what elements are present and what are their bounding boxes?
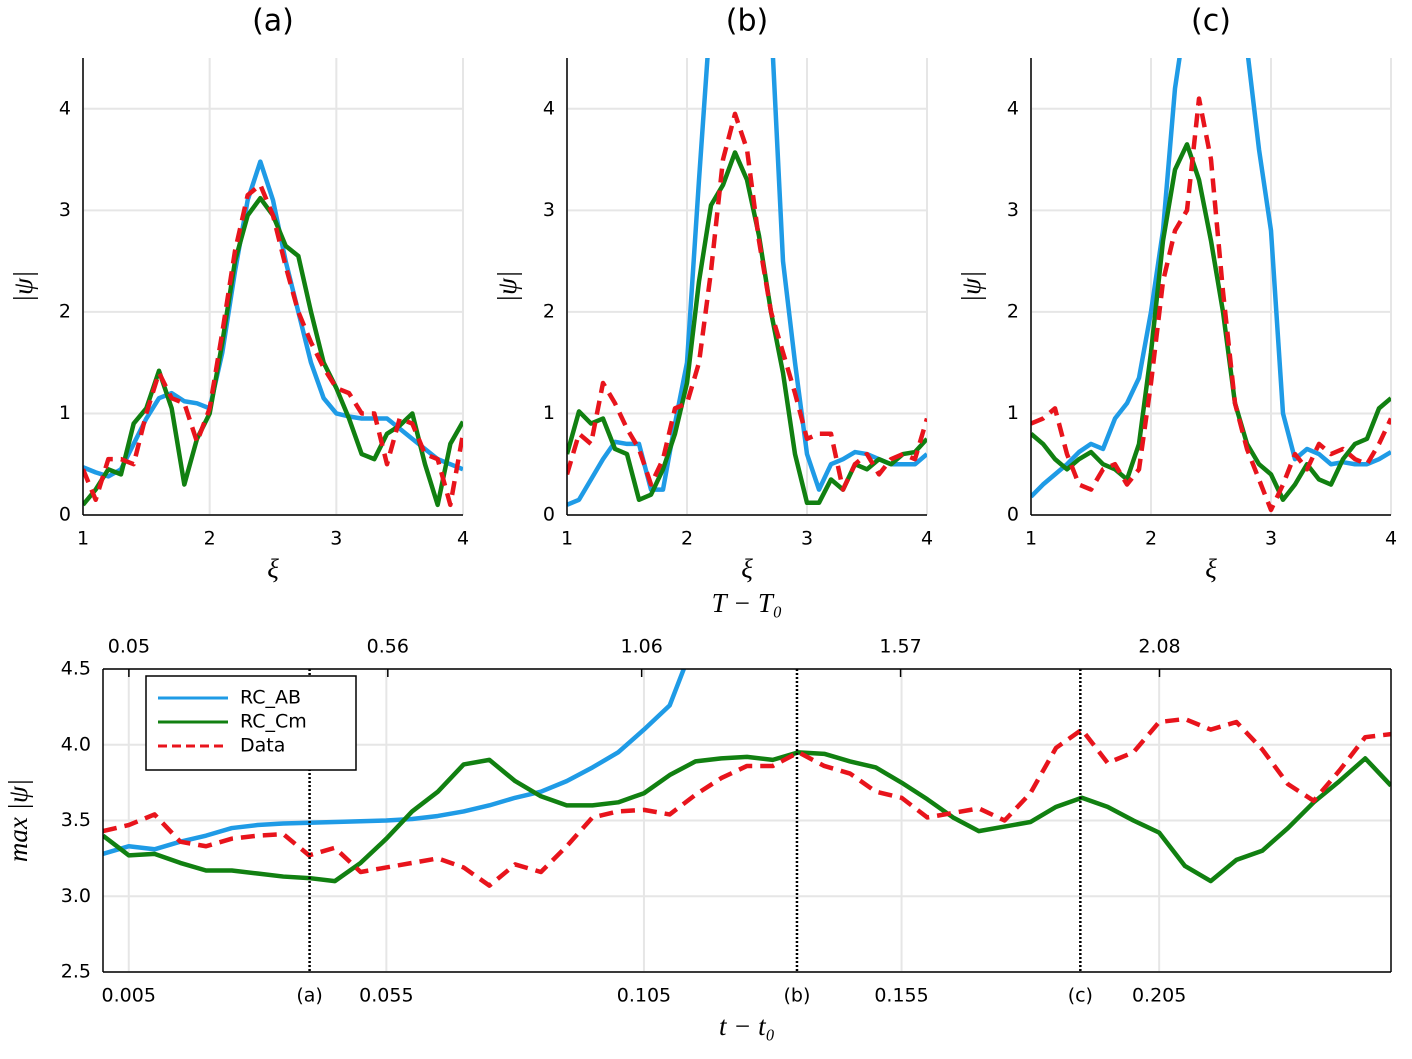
panel-title: (c) xyxy=(1191,4,1231,39)
y-tick-label: 0 xyxy=(1007,504,1019,526)
y-tick-label: 3 xyxy=(59,199,71,221)
y-tick-label: 2 xyxy=(543,300,555,322)
x-tick-label: 4 xyxy=(1385,528,1397,550)
y-tick-label: 4 xyxy=(59,97,71,119)
series-line xyxy=(567,111,927,492)
x-axis-label: ξ xyxy=(1205,554,1217,584)
y-tick-label: 3 xyxy=(1007,199,1019,221)
series-line xyxy=(1031,96,1391,513)
series-line xyxy=(83,195,463,508)
x-tick-label: 4 xyxy=(457,528,469,550)
x-tick-label: 2 xyxy=(681,528,693,550)
y-axis-label: max |ψ| xyxy=(3,779,33,862)
x-tick-label: 0.105 xyxy=(617,985,671,1007)
y-tick-label: 1 xyxy=(1007,402,1019,424)
panel-title: (b) xyxy=(726,4,768,39)
x2-tick-label: 0.05 xyxy=(108,636,150,658)
x-tick-label: 4 xyxy=(921,528,933,550)
y-axis-label: |ψ| xyxy=(8,271,38,303)
y-tick-label: 2 xyxy=(59,300,71,322)
y-tick-label: 3.0 xyxy=(61,885,91,907)
y-tick-label: 4 xyxy=(1007,97,1019,119)
x-tick-label: 3 xyxy=(1265,528,1277,550)
marker-label: (c) xyxy=(1068,985,1093,1007)
series-line xyxy=(103,669,687,856)
x-tick-label: 3 xyxy=(330,528,342,550)
y-tick-label: 4.0 xyxy=(61,733,91,755)
series-line xyxy=(83,182,463,508)
y-axis-label: |ψ| xyxy=(492,271,522,303)
x-tick-label: 0.055 xyxy=(359,985,413,1007)
y-tick-label: 2.5 xyxy=(61,961,91,983)
x-tick-label: 2 xyxy=(204,528,216,550)
x-tick-label: 0.205 xyxy=(1132,985,1186,1007)
y-axis-label: |ψ| xyxy=(956,271,986,303)
x-tick-label: 3 xyxy=(801,528,813,550)
series-line xyxy=(1031,58,1391,499)
series-line xyxy=(103,750,1391,884)
x2-tick-label: 0.56 xyxy=(367,636,409,658)
x-axis-label: ξ xyxy=(267,554,279,584)
x2-tick-label: 1.57 xyxy=(879,636,921,658)
series-line xyxy=(83,159,463,479)
series-line xyxy=(567,150,927,506)
y-tick-label: 4.5 xyxy=(61,658,91,680)
marker-label: (b) xyxy=(784,985,811,1007)
x2-tick-label: 1.06 xyxy=(620,636,662,658)
x-tick-label: 1 xyxy=(561,528,573,550)
y-tick-label: 4 xyxy=(543,97,555,119)
legend-label: Data xyxy=(240,735,285,757)
series-line xyxy=(103,716,1391,888)
x-tick-label: 0.155 xyxy=(874,985,928,1007)
y-tick-label: 1 xyxy=(59,402,71,424)
y-tick-label: 3 xyxy=(543,199,555,221)
x-tick-label: 2 xyxy=(1145,528,1157,550)
x-tick-label: 1 xyxy=(1025,528,1037,550)
x-tick-label: 1 xyxy=(77,528,89,550)
panel-title: (a) xyxy=(252,4,294,39)
marker-label: (a) xyxy=(296,985,322,1007)
x-axis-label: t − t₀ xyxy=(719,1011,775,1041)
x-axis-label: ξ xyxy=(741,554,753,584)
series-line xyxy=(1031,142,1391,503)
y-tick-label: 3.5 xyxy=(61,809,91,831)
legend-label: RC_Cm xyxy=(240,711,307,733)
series-line xyxy=(567,58,927,507)
y-tick-label: 0 xyxy=(543,504,555,526)
legend-label: RC_AB xyxy=(240,687,301,709)
y-tick-label: 2 xyxy=(1007,300,1019,322)
y-tick-label: 1 xyxy=(543,402,555,424)
x2-axis-label: T − T₀ xyxy=(712,588,783,618)
x2-tick-label: 2.08 xyxy=(1138,636,1180,658)
y-tick-label: 0 xyxy=(59,504,71,526)
x-tick-label: 0.005 xyxy=(102,985,156,1007)
